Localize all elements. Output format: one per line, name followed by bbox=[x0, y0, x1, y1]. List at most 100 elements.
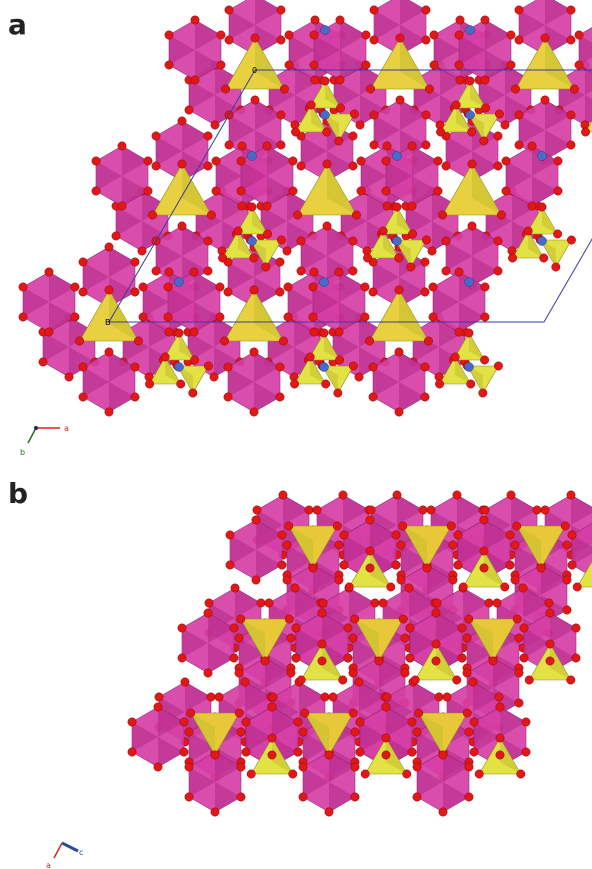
oxygen-atom bbox=[323, 222, 331, 230]
oxygen-atom bbox=[297, 162, 305, 170]
oxygen-atom bbox=[318, 657, 326, 665]
oxygen-atom bbox=[144, 187, 152, 195]
oxygen-atom bbox=[424, 337, 432, 345]
oxygen-atom bbox=[105, 286, 113, 294]
oxygen-atom bbox=[481, 76, 489, 84]
oxygen-atom bbox=[515, 699, 523, 707]
oxygen-atom bbox=[371, 599, 379, 607]
cation-atom bbox=[466, 26, 475, 35]
oxygen-atom bbox=[382, 703, 390, 711]
oxygen-atom bbox=[351, 763, 359, 771]
oxygen-atom bbox=[465, 615, 473, 623]
oxygen-atom bbox=[515, 634, 523, 642]
oxygen-atom bbox=[299, 793, 307, 801]
cell-corner-label: B bbox=[105, 318, 111, 327]
oxygen-atom bbox=[395, 286, 403, 294]
oxygen-atom bbox=[568, 561, 576, 569]
oxygen-atom bbox=[351, 793, 359, 801]
oxygen-atom bbox=[178, 117, 186, 125]
oxygen-atom bbox=[422, 36, 430, 44]
oxygen-atom bbox=[212, 187, 220, 195]
oxygen-atom bbox=[164, 313, 172, 321]
oxygen-atom bbox=[567, 141, 575, 149]
oxygen-atom bbox=[45, 328, 53, 336]
oxygen-atom bbox=[321, 77, 329, 85]
oxygen-atom bbox=[369, 363, 377, 371]
octahedron-face bbox=[585, 95, 592, 125]
oxygen-atom bbox=[65, 373, 73, 381]
oxygen-atom bbox=[293, 211, 301, 219]
oxygen-atom bbox=[537, 564, 545, 572]
oxygen-atom bbox=[309, 283, 317, 291]
oxygen-atom bbox=[433, 599, 441, 607]
oxygen-atom bbox=[546, 609, 554, 617]
oxygen-atom bbox=[421, 258, 429, 266]
cation-atom bbox=[175, 278, 184, 287]
oxygen-atom bbox=[71, 313, 79, 321]
oxygen-atom bbox=[252, 576, 260, 584]
oxygen-atom bbox=[299, 728, 307, 736]
oxygen-atom bbox=[427, 506, 435, 514]
oxygen-atom bbox=[178, 222, 186, 230]
oxygen-atom bbox=[515, 669, 523, 677]
oxygen-atom bbox=[310, 31, 318, 39]
oxygen-atom bbox=[458, 654, 466, 662]
oxygen-atom bbox=[356, 121, 364, 129]
oxygen-atom bbox=[211, 121, 219, 129]
oxygen-atom bbox=[92, 157, 100, 165]
oxygen-atom bbox=[262, 263, 270, 271]
oxygen-atom bbox=[361, 283, 369, 291]
oxygen-atom bbox=[212, 157, 220, 165]
oxygen-atom bbox=[480, 356, 488, 364]
oxygen-atom bbox=[277, 111, 285, 119]
oxygen-atom bbox=[131, 363, 139, 371]
oxygen-atom bbox=[349, 362, 357, 370]
oxygen-atom bbox=[311, 16, 319, 24]
oxygen-atom bbox=[350, 110, 358, 118]
oxygen-atom bbox=[204, 237, 212, 245]
oxygen-atom bbox=[363, 254, 371, 262]
cation-atom bbox=[465, 363, 474, 372]
oxygen-atom bbox=[515, 36, 523, 44]
oxygen-atom bbox=[396, 34, 404, 42]
oxygen-atom bbox=[466, 77, 474, 85]
oxygen-atom bbox=[180, 748, 188, 756]
oxygen-atom bbox=[178, 624, 186, 632]
oxygen-atom bbox=[495, 693, 503, 701]
oxygen-atom bbox=[546, 657, 554, 665]
oxygen-atom bbox=[250, 408, 258, 416]
oxygen-atom bbox=[218, 254, 226, 262]
oxygen-atom bbox=[287, 669, 295, 677]
oxygen-atom bbox=[465, 728, 473, 736]
oxygen-atom bbox=[349, 267, 357, 275]
oxygen-atom bbox=[284, 283, 292, 291]
oxygen-atom bbox=[435, 380, 443, 388]
oxygen-atom bbox=[370, 36, 378, 44]
oxygen-atom bbox=[395, 408, 403, 416]
oxygen-atom bbox=[225, 6, 233, 14]
oxygen-atom bbox=[238, 202, 246, 210]
oxygen-atom bbox=[287, 634, 295, 642]
oxygen-atom bbox=[575, 61, 583, 69]
oxygen-atom bbox=[485, 599, 493, 607]
oxygen-atom bbox=[458, 624, 466, 632]
oxygen-atom bbox=[408, 748, 416, 756]
oxygen-atom bbox=[413, 793, 421, 801]
oxygen-atom bbox=[453, 491, 461, 499]
oxygen-atom bbox=[224, 363, 232, 371]
oxygen-atom bbox=[204, 669, 212, 677]
oxygen-atom bbox=[268, 734, 276, 742]
oxygen-atom bbox=[165, 328, 173, 336]
oxygen-atom bbox=[502, 157, 510, 165]
oxygen-atom bbox=[190, 328, 198, 336]
panel-label: a bbox=[8, 8, 27, 41]
oxygen-atom bbox=[361, 770, 369, 778]
oxygen-atom bbox=[225, 141, 233, 149]
oxygen-atom bbox=[413, 728, 421, 736]
oxygen-atom bbox=[470, 748, 478, 756]
oxygen-atom bbox=[408, 202, 416, 210]
oxygen-atom bbox=[397, 541, 405, 549]
oxygen-atom bbox=[238, 142, 246, 150]
oxygen-atom bbox=[567, 676, 575, 684]
oxygen-atom bbox=[190, 268, 198, 276]
